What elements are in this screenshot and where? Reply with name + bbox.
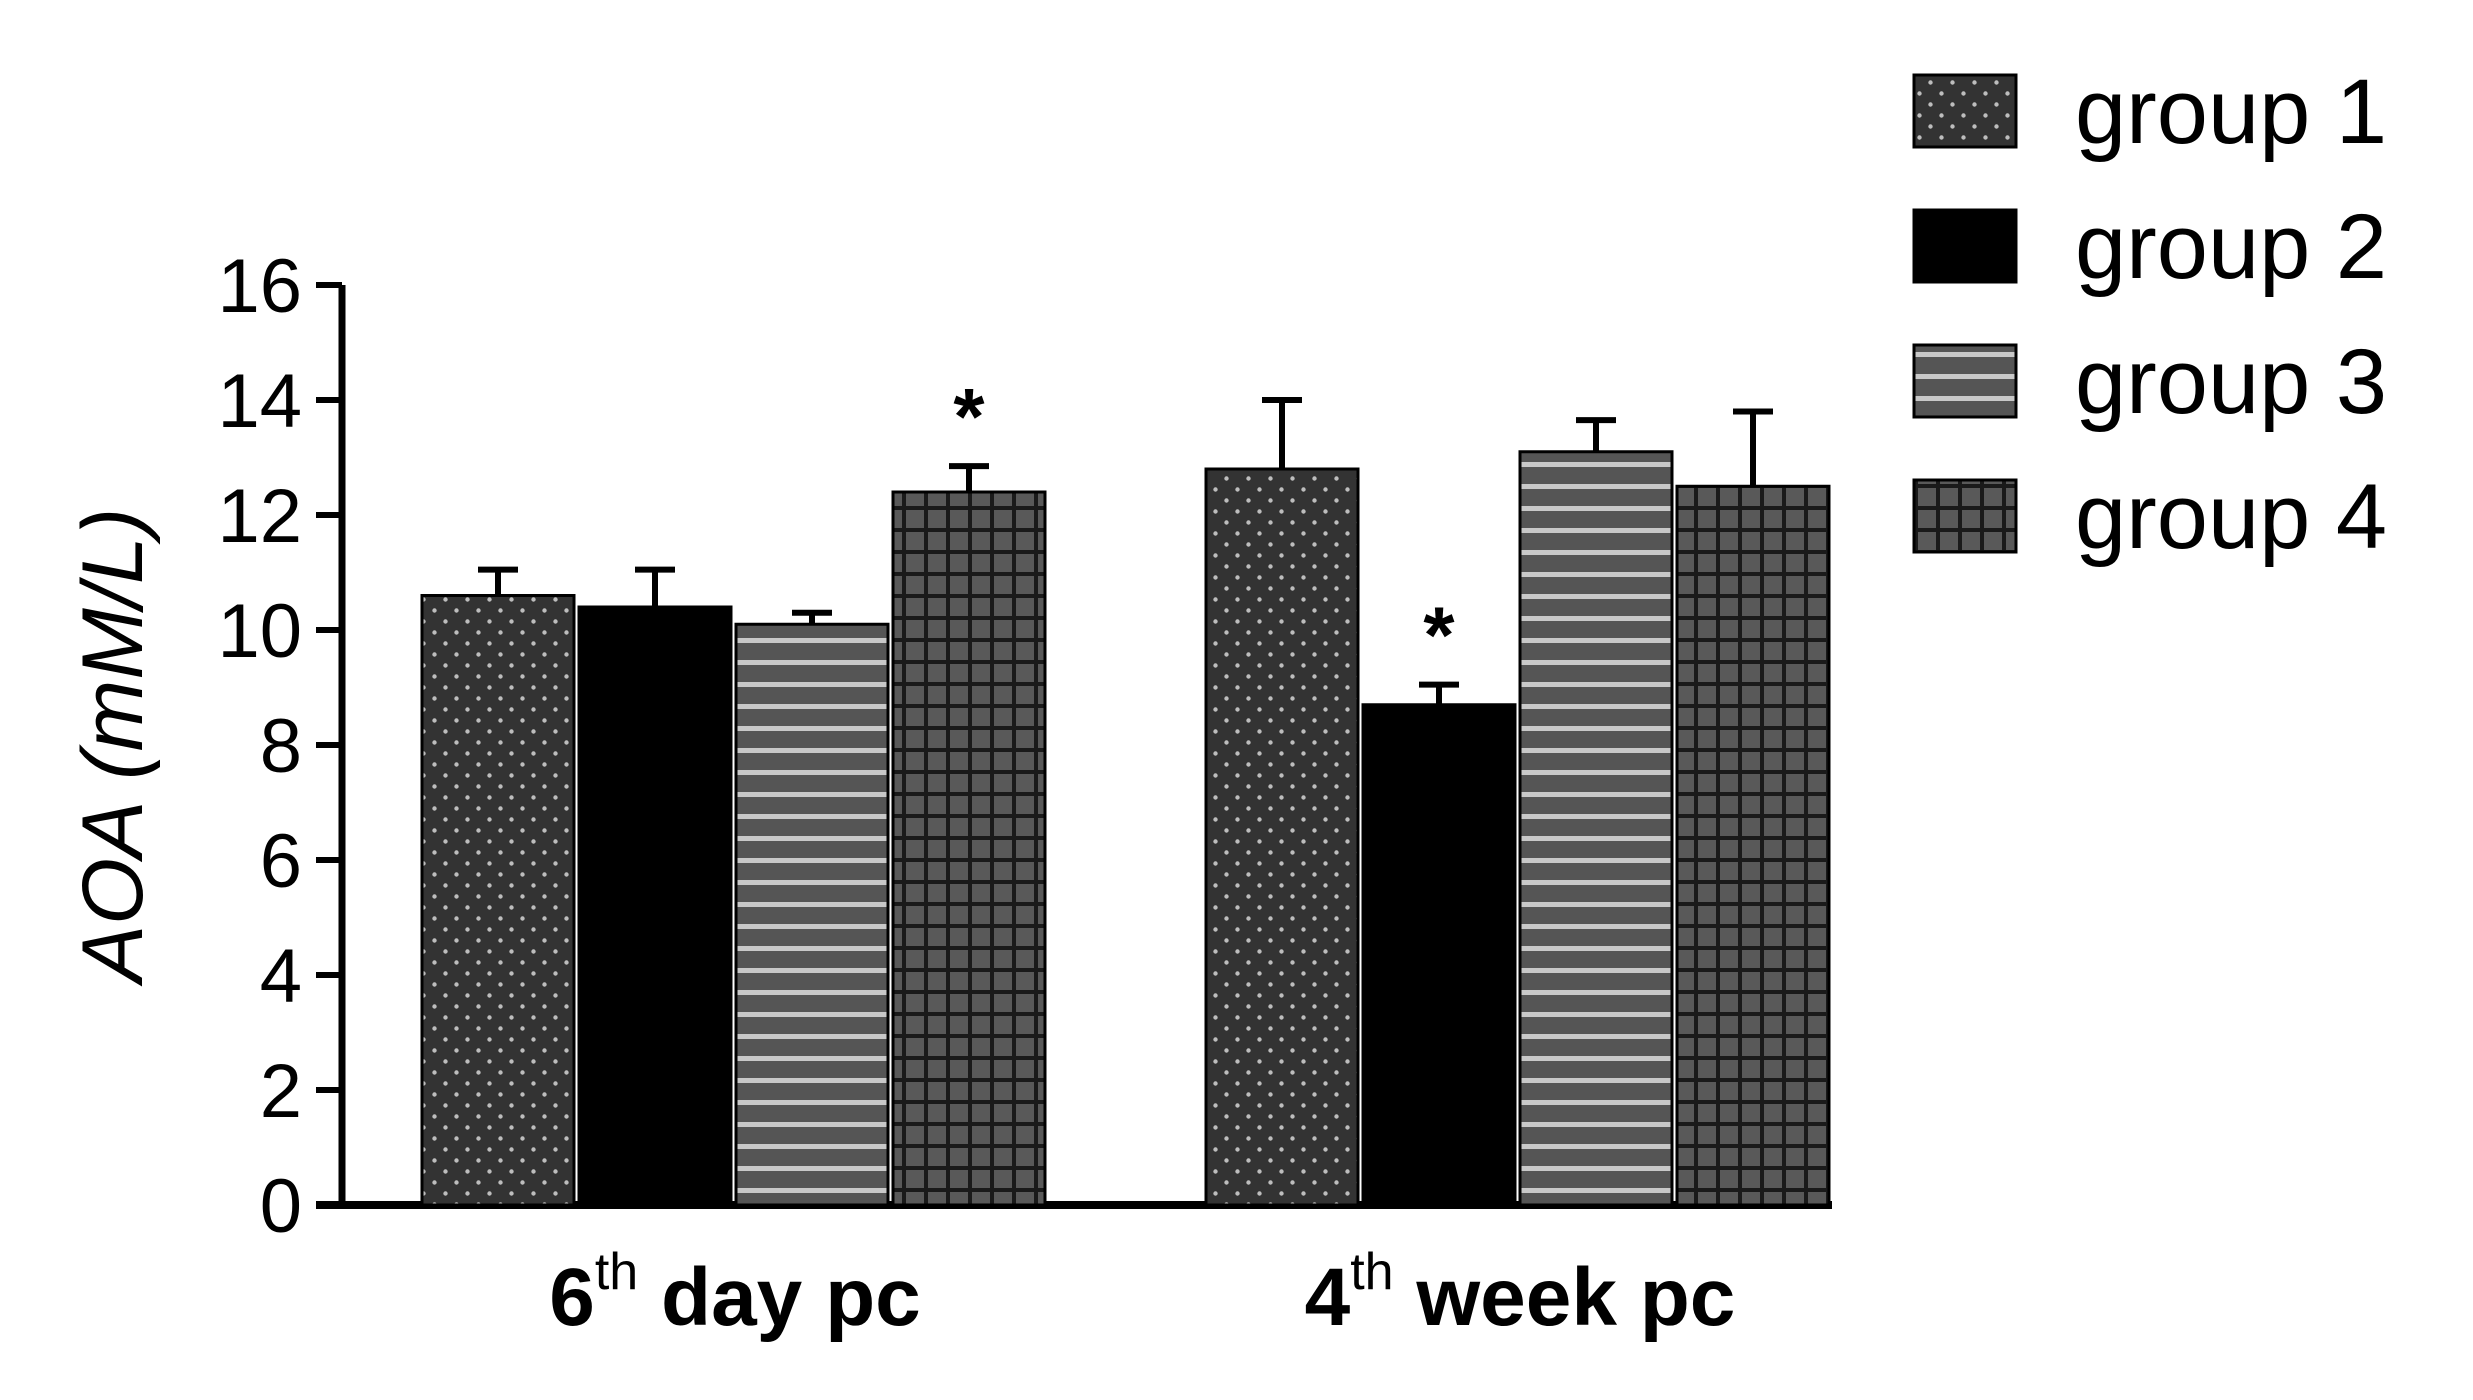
bar-group-3-cat-2: [1518, 450, 1674, 1207]
bar-group-4-cat-2: [1675, 484, 1831, 1207]
x-category-label: 4th week pc: [1305, 1243, 1736, 1343]
y-axis: 0 2 4 6 8 10 12 14 16: [217, 244, 346, 1249]
y-tick-label: 8: [260, 704, 302, 789]
y-tick-label: 16: [217, 244, 302, 329]
x-category-number: 6: [549, 1252, 595, 1343]
x-category-superscript: th: [1350, 1243, 1393, 1301]
y-tick-label: 14: [217, 359, 302, 444]
y-axis-label: AOA (mM/L): [65, 508, 161, 988]
legend-swatch-group-4: [1912, 478, 2018, 554]
bar-group-2-cat-1: [577, 605, 733, 1207]
bar-group-4-cat-1: [891, 490, 1047, 1207]
significance-marker: *: [953, 372, 985, 461]
y-tick-label: 2: [260, 1049, 302, 1134]
legend-swatch-group-3: [1912, 343, 2018, 419]
y-tick-label: 6: [260, 819, 302, 904]
y-ticks: 0 2 4 6 8 10 12 14 16: [217, 244, 342, 1249]
x-category-label: 6th day pc: [549, 1243, 921, 1343]
legend-swatch-group-1: [1912, 73, 2018, 149]
x-category-superscript: th: [595, 1243, 638, 1301]
y-tick-label: 4: [260, 934, 302, 1019]
legend-swatch-group-2: [1912, 208, 2018, 284]
x-category-number: 4: [1305, 1252, 1351, 1343]
bar-group-1-cat-2: [1204, 467, 1360, 1207]
x-category-text: week pc: [1394, 1252, 1736, 1343]
y-tick-label: 0: [260, 1164, 302, 1249]
significance-marker: *: [1423, 591, 1455, 680]
bar-group-2-cat-2: [1361, 703, 1517, 1207]
legend-label: group 1: [2075, 61, 2387, 163]
legend-label: group 4: [2075, 466, 2387, 568]
x-category-labels: 6th day pc 4th week pc: [549, 1243, 1735, 1343]
legend-label: group 3: [2075, 331, 2387, 433]
bar-group-3-cat-1: [734, 622, 890, 1207]
bars: **: [420, 372, 1831, 1207]
legend: group 1 group 2 group 3 group 4: [1912, 61, 2387, 568]
x-category-text: day pc: [638, 1252, 921, 1343]
y-tick-label: 12: [217, 474, 302, 559]
y-tick-label: 10: [217, 589, 302, 674]
legend-label: group 2: [2075, 196, 2387, 298]
bar-group-1-cat-1: [420, 594, 576, 1207]
